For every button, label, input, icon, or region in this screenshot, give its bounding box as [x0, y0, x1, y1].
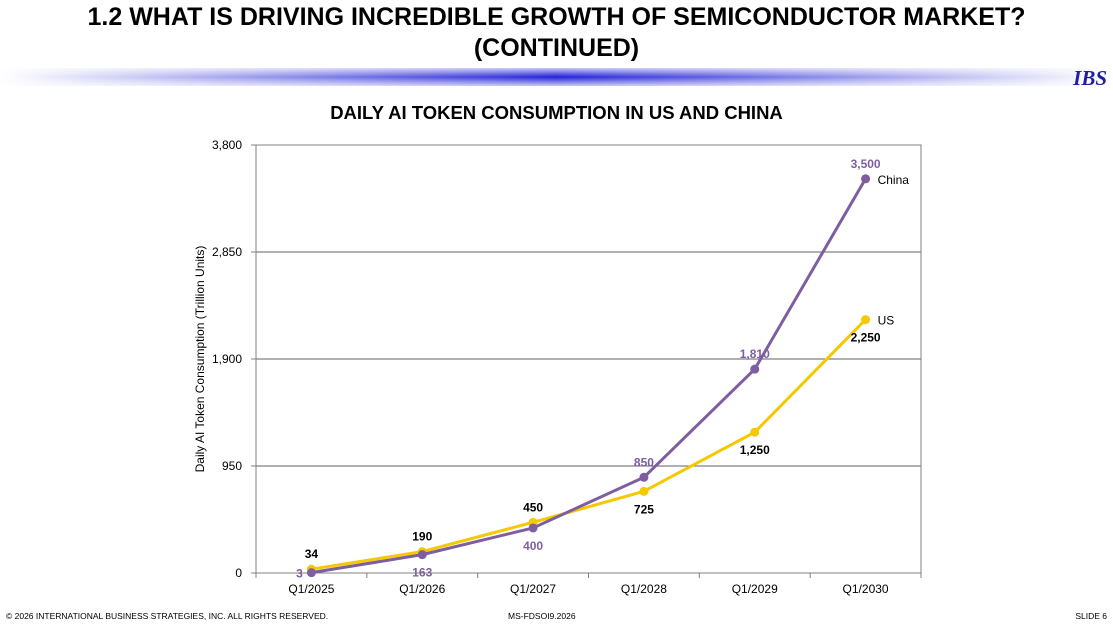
document-id: MS-FDSOI9.2026	[508, 611, 576, 621]
data-labels: 343 190 163 450 400 725 850 1,250 1,810 2,250 3,50…	[296, 157, 881, 581]
data-label-china: 3,500	[851, 157, 881, 171]
y-tick-label: 0	[235, 566, 242, 580]
chart-title: DAILY AI TOKEN CONSUMPTION IN US AND CHI…	[330, 102, 783, 123]
data-label-us: 450	[523, 500, 543, 514]
series-us: US	[306, 314, 895, 574]
data-point-us	[861, 315, 871, 325]
ibs-logo: IBS	[1073, 66, 1107, 90]
data-point-china	[306, 568, 316, 578]
data-label-us: 2,250	[851, 331, 881, 345]
data-label-us: 34	[305, 547, 319, 561]
data-point-china	[417, 550, 427, 560]
x-tick-label: Q1/2028	[621, 582, 667, 596]
data-point-china	[528, 523, 538, 533]
y-axis-label: Daily AI Token Consumption (Trillion Uni…	[193, 246, 207, 473]
data-point-us	[639, 486, 649, 496]
data-label-china: 400	[523, 539, 543, 553]
series-name-label: US	[878, 314, 895, 328]
copyright-footer: © 2026 INTERNATIONAL BUSINESS STRATEGIES…	[6, 611, 329, 621]
data-label-us: 1,250	[740, 443, 770, 457]
data-point-china	[861, 174, 871, 184]
data-label-us: 725	[634, 502, 654, 516]
x-tick-label: Q1/2029	[732, 582, 778, 596]
x-tick-label: Q1/2027	[510, 582, 556, 596]
data-point-china	[750, 364, 760, 374]
slide-title: 1.2 WHAT IS DRIVING INCREDIBLE GROWTH OF…	[0, 2, 1113, 64]
series-name-label: China	[878, 173, 910, 187]
y-tick-label: 3,800	[212, 138, 242, 152]
data-label-us: 190	[412, 530, 432, 544]
x-tick-label: Q1/2030	[843, 582, 889, 596]
axes: 0 950 1,900 2,850 3,800 Q1/2025 Q1/2026 Q1/2027…	[212, 138, 922, 596]
series: US China	[306, 173, 910, 578]
series-line-china	[309, 177, 868, 575]
series-china: China	[306, 173, 910, 578]
grid-lines	[256, 144, 921, 467]
data-point-us	[750, 427, 760, 437]
title-banner	[0, 68, 1113, 86]
x-tick-label: Q1/2025	[288, 582, 334, 596]
series-line-us	[309, 318, 868, 571]
x-tick-label: Q1/2026	[399, 582, 445, 596]
slide-title-line1: 1.2 WHAT IS DRIVING INCREDIBLE GROWTH OF…	[87, 3, 1026, 31]
data-label-china: 3	[296, 567, 303, 581]
y-tick-label: 2,850	[212, 245, 242, 259]
data-label-china: 850	[634, 455, 654, 469]
slide-number: SLIDE 6	[1075, 611, 1107, 621]
data-point-china	[639, 472, 649, 482]
y-tick-label: 1,900	[212, 352, 242, 366]
data-label-china: 1,810	[740, 347, 770, 361]
data-label-china: 163	[412, 566, 432, 580]
y-tick-label: 950	[222, 459, 242, 473]
slide-title-line2: (CONTINUED)	[473, 34, 640, 62]
